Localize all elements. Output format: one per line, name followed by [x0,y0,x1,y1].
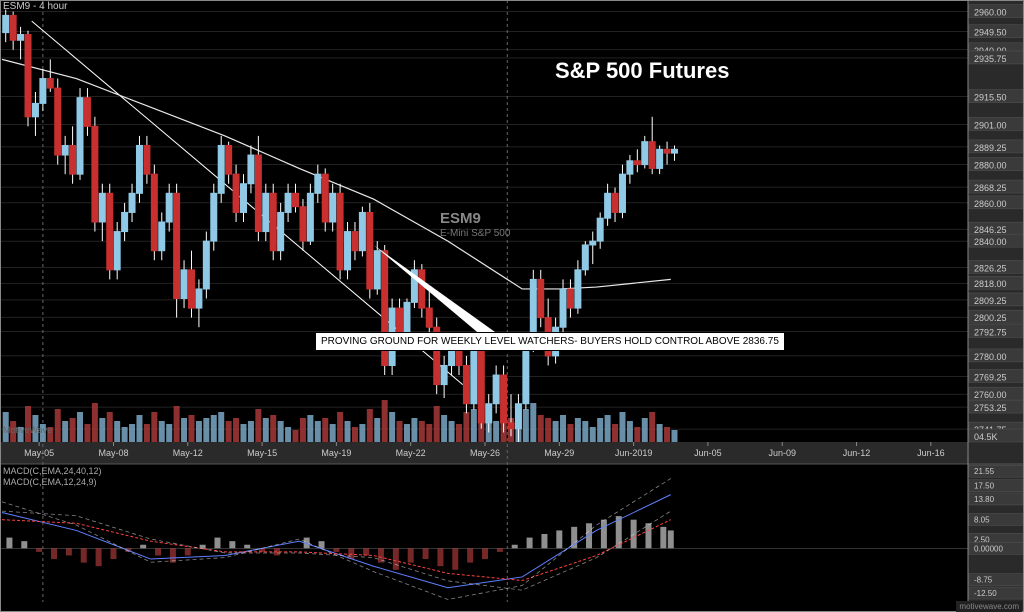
svg-text:Jun-12: Jun-12 [843,448,871,458]
svg-text:2800.25: 2800.25 [974,313,1007,323]
annotation-callout[interactable]: PROVING GROUND FOR WEEKLY LEVEL WATCHERS… [315,332,785,351]
svg-text:May-15: May-15 [247,448,277,458]
svg-text:2860.00: 2860.00 [974,199,1007,209]
chart-root: 2960.002949.502940.002935.752915.502901.… [0,0,1024,612]
svg-text:13.80: 13.80 [974,495,995,504]
svg-text:May-26: May-26 [470,448,500,458]
svg-text:Jun-05: Jun-05 [694,448,722,458]
chart-header-label: ESM9 - 4 hour [3,1,67,12]
svg-text:2792.75: 2792.75 [974,328,1007,338]
svg-text:-12.50: -12.50 [974,589,997,598]
svg-text:2753.25: 2753.25 [974,403,1007,413]
watermark: MotiveWave [3,425,52,435]
svg-text:2846.25: 2846.25 [974,225,1007,235]
svg-text:2889.25: 2889.25 [974,143,1007,153]
svg-text:Jun-2019: Jun-2019 [615,448,653,458]
symbol-code: ESM9 [440,210,481,227]
svg-text:Jun-09: Jun-09 [768,448,796,458]
svg-text:2818.00: 2818.00 [974,279,1007,289]
svg-text:2949.50: 2949.50 [974,28,1007,38]
chart-svg[interactable]: 2960.002949.502940.002935.752915.502901.… [0,0,1024,612]
svg-text:May-19: May-19 [321,448,351,458]
svg-text:2826.25: 2826.25 [974,263,1007,273]
svg-text:0.00000: 0.00000 [974,544,1003,553]
svg-text:May-08: May-08 [98,448,128,458]
svg-text:May-12: May-12 [173,448,203,458]
svg-text:May-05: May-05 [24,448,54,458]
svg-text:2780.00: 2780.00 [974,352,1007,362]
chart-title: S&P 500 Futures [555,58,729,84]
svg-text:2915.50: 2915.50 [974,93,1007,103]
svg-text:2769.25: 2769.25 [974,372,1007,382]
svg-text:-8.75: -8.75 [974,576,993,585]
svg-text:2935.75: 2935.75 [974,54,1007,64]
svg-text:21.55: 21.55 [974,467,995,476]
footer-watermark: motivewave.com [956,601,1022,612]
macd-label-2: MACD(C,EMA,12,24,9) [3,477,97,487]
svg-text:2868.25: 2868.25 [974,183,1007,193]
svg-text:17.50: 17.50 [974,482,995,491]
svg-text:May-29: May-29 [544,448,574,458]
svg-text:Jun-16: Jun-16 [917,448,945,458]
svg-text:8.05: 8.05 [974,516,990,525]
svg-text:2901.00: 2901.00 [974,120,1007,130]
svg-text:2960.00: 2960.00 [974,8,1007,18]
svg-text:2880.00: 2880.00 [974,161,1007,171]
svg-text:2840.00: 2840.00 [974,237,1007,247]
svg-text:2809.25: 2809.25 [974,296,1007,306]
svg-text:May-22: May-22 [396,448,426,458]
svg-text:2760.00: 2760.00 [974,390,1007,400]
macd-label-1: MACD(C,EMA,24,40,12) [3,466,102,476]
svg-text:04.5K: 04.5K [974,432,998,442]
symbol-name: E-Mini S&P 500 [440,228,510,239]
